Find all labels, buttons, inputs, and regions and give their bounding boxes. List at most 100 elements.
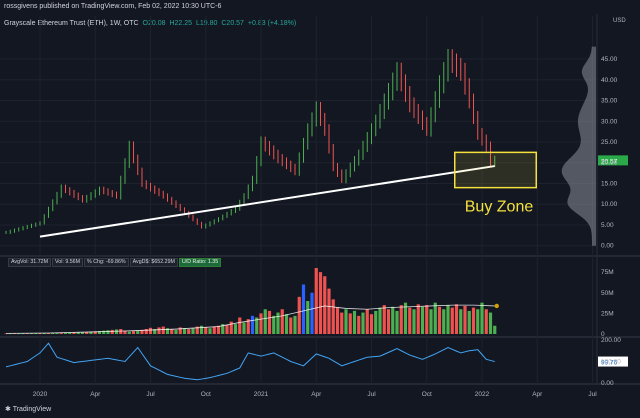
volume-bar [314,268,318,334]
buy-zone-box [454,151,537,189]
price-tick-label: 45.00 [601,56,618,63]
footer-bar [0,402,640,418]
volume-tick-label: 75M [601,269,614,276]
price-tick-label: 15.00 [601,180,618,187]
logo-mark-icon: ✱ [5,406,13,413]
volume-bar [110,329,114,334]
volume-bar [331,299,335,334]
volume-bar [301,284,306,334]
volume-bar [272,315,276,334]
volume-bar [127,331,131,334]
volume-bar [76,332,80,334]
volume-average-marker [494,303,499,309]
time-tick-label: Jul [367,391,376,398]
volume-bar [119,329,123,334]
volume-bar [250,315,255,334]
volume-bar [123,330,127,334]
volume-bar [63,332,68,334]
volume-bar [348,313,352,334]
volume-bar [327,288,331,334]
volume-bar [459,309,463,334]
volume-bar [263,309,267,334]
volume-bar [191,328,195,334]
stat-pct-chg: % Chg: -69.86% [84,258,129,267]
volume-bar [361,312,365,334]
volume-bar [437,306,442,334]
stat-avg-dollar: AvgD$: $652.29M [129,258,178,267]
volume-bar [229,321,233,334]
volume-profile-shape [561,46,596,246]
price-tick-label: 20.00 [601,160,618,167]
volume-bar [374,310,378,334]
volume-bar [85,331,89,334]
volume-bar [476,309,480,334]
volume-bar [204,327,208,334]
volume-bars [4,268,499,335]
volume-bar [161,326,165,334]
last-price-value: 20.57 [601,158,618,165]
time-tick-label: 2022 [475,391,490,398]
volume-bar [454,304,459,334]
volume-bar [97,331,102,334]
volume-bar [378,307,382,334]
tradingview-logo[interactable]: ✱ TradingView [5,406,52,413]
volume-bar [280,309,284,334]
volume-bar [195,326,199,334]
volume-bar [471,307,476,334]
volume-average-line [5,304,495,334]
last-price-tag [598,155,628,166]
axes: 0.00 5.00 10.00 15.00 20.00 25.00 30.00 35.00 40… [33,56,622,398]
volume-bar [157,327,161,334]
price-tick-label: 30.00 [601,118,618,125]
volume-bar [493,325,497,334]
volume-bar [365,309,369,334]
overlay-drawings: Buy Zone 20.57 [39,151,628,238]
volume-bar [208,328,212,334]
volume-bar [399,305,403,334]
currency-label: USD [613,18,626,24]
time-tick-label: Oct [422,391,432,398]
volume-bar [442,309,446,334]
volume-bar [21,333,25,334]
time-tick-label: 2021 [254,391,269,398]
volume-bar [29,333,34,334]
volume-bar [170,329,174,334]
volume-bar [425,305,429,334]
volume-tick-label: 0 [601,331,605,338]
volume-bar [408,307,412,334]
volume-bar [174,329,178,334]
volume-stats: AvgVol: 31.72M Vol: 9.56M% Chg: -69.86% Av… [8,258,222,267]
volume-bar [25,333,29,334]
volume-bar [225,324,229,334]
ohlc-low: L19.80 [196,20,218,27]
volume-bar [246,319,250,334]
publish-header: rossgivens published on TradingView.com,… [4,3,222,10]
volume-bar [391,306,395,334]
volume-bar [488,312,493,334]
volume-bar [12,333,17,335]
time-tick-label: Apr [311,391,322,398]
volume-bar [344,309,348,334]
symbol-name[interactable]: Grayscale Ethereum Trust (ETH), 1W, OTC [4,20,139,27]
volume-bar [450,307,454,334]
volume-bar [102,330,106,334]
volume-bar [306,301,310,334]
volume-bar [310,292,314,334]
stat-ud-ratio: U/D Ratio: 1.35 [178,258,222,267]
indicator-last-tag [598,356,628,367]
time-tick-label: Apr [90,391,101,398]
price-tick-label: 5.00 [601,222,614,229]
volume-bar [318,272,323,334]
volume-bar [68,332,72,334]
volume-bar [51,332,55,334]
volume-bar [416,304,420,334]
volume-bar [140,329,144,334]
volume-bar [59,332,63,334]
price-tick-label: 10.00 [601,201,618,208]
ohlc-open: O20.08 [142,20,166,27]
volume-bar [323,276,327,334]
volume-bar [131,331,136,334]
volume-bar [72,332,76,334]
volume-bar [352,310,357,334]
